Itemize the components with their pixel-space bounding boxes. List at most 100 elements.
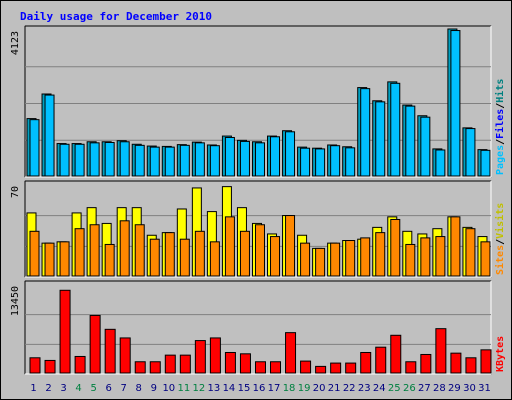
x-tick-label-day-24: 24 xyxy=(373,383,386,394)
bar-kbytes-day-18 xyxy=(285,332,297,374)
bar-sites-day-14 xyxy=(224,216,235,277)
bar-kbytes-day-30 xyxy=(465,357,477,374)
bar-sites-day-1 xyxy=(29,230,40,277)
bar-kbytes-day-16 xyxy=(254,361,266,374)
bar-kbytes-day-25 xyxy=(390,334,402,374)
bar-kbytes-day-2 xyxy=(44,359,56,374)
bar-sites-day-4 xyxy=(74,228,85,277)
x-tick-label-day-1: 1 xyxy=(30,383,36,394)
x-tick-label-day-21: 21 xyxy=(328,383,341,394)
bar-kbytes-day-3 xyxy=(59,289,71,374)
bar-sites-day-11 xyxy=(179,238,190,277)
bar-sites-day-31 xyxy=(480,241,491,277)
series-pages xyxy=(29,30,491,177)
bar-pages-day-25 xyxy=(390,82,401,177)
bar-pages-day-1 xyxy=(29,119,40,177)
legend-item: Visits xyxy=(494,203,506,239)
series-kbytes xyxy=(29,289,492,374)
x-tick-label-day-8: 8 xyxy=(136,383,142,394)
bar-kbytes-day-21 xyxy=(330,362,342,374)
bar-pages-day-29 xyxy=(450,30,461,177)
x-tick-label-day-14: 14 xyxy=(223,383,236,394)
bar-pages-day-23 xyxy=(360,88,371,177)
series-sites xyxy=(29,215,491,277)
x-tick-label-day-3: 3 xyxy=(60,383,66,394)
bar-sites-day-17 xyxy=(270,236,281,277)
legend-hits-files-pages: Pages/Files/Hits xyxy=(494,79,506,175)
panel-hits-files-pages: 4123 Pages/Files/Hits xyxy=(10,25,506,178)
x-tick-label-day-22: 22 xyxy=(343,383,356,394)
bar-sites-day-30 xyxy=(465,228,476,277)
bar-sites-day-26 xyxy=(405,243,416,277)
bar-sites-day-22 xyxy=(345,240,356,277)
legend-item: Hits xyxy=(494,79,506,103)
bar-pages-day-13 xyxy=(209,145,220,177)
bar-pages-day-19 xyxy=(300,147,311,177)
x-tick-label-day-5: 5 xyxy=(90,383,96,394)
bar-sites-day-24 xyxy=(375,232,386,277)
bar-kbytes-day-27 xyxy=(420,353,432,374)
bar-kbytes-day-23 xyxy=(360,351,372,374)
x-tick-label-day-16: 16 xyxy=(253,383,266,394)
bar-kbytes-day-19 xyxy=(300,360,312,374)
bar-pages-day-9 xyxy=(149,146,160,177)
bar-sites-day-23 xyxy=(360,237,371,277)
bar-kbytes-day-31 xyxy=(480,349,492,374)
legend-item: Sites xyxy=(494,245,506,275)
x-tick-label-day-6: 6 xyxy=(105,383,111,394)
bar-pages-day-15 xyxy=(239,140,250,177)
bar-sites-day-19 xyxy=(300,242,311,277)
bar-kbytes-day-5 xyxy=(89,314,101,374)
bar-sites-day-25 xyxy=(390,218,401,277)
bar-pages-day-17 xyxy=(270,136,281,177)
x-axis-labels: 1 2 3 4 5 6 7 8 9 10 11 12 13 14 15 16 17 18 19 20 21 22 23 24 2… xyxy=(30,383,491,394)
bar-pages-day-11 xyxy=(179,144,190,177)
x-tick-label-day-19: 19 xyxy=(298,383,311,394)
x-tick-label-day-30: 30 xyxy=(463,383,476,394)
bar-sites-day-13 xyxy=(209,241,220,277)
bar-pages-day-26 xyxy=(405,105,416,177)
bar-sites-day-10 xyxy=(164,232,175,277)
bar-pages-day-6 xyxy=(104,141,115,177)
bar-sites-day-18 xyxy=(285,215,296,277)
bar-sites-day-12 xyxy=(194,230,205,277)
bar-sites-day-15 xyxy=(239,230,250,277)
bar-kbytes-day-10 xyxy=(164,354,176,374)
chart-title: Daily usage for December 2010 xyxy=(20,10,212,23)
bar-sites-day-2 xyxy=(44,242,55,277)
bar-sites-day-16 xyxy=(254,224,265,277)
bar-pages-day-18 xyxy=(285,131,296,177)
x-tick-label-day-12: 12 xyxy=(193,383,206,394)
x-tick-label-day-28: 28 xyxy=(433,383,446,394)
bar-sites-day-21 xyxy=(330,242,341,277)
x-tick-label-day-9: 9 xyxy=(151,383,157,394)
panel-kbytes: 13450 KBytes xyxy=(10,280,506,375)
bar-kbytes-day-28 xyxy=(435,328,447,374)
bar-pages-day-21 xyxy=(330,145,341,177)
x-tick-label-day-10: 10 xyxy=(162,383,175,394)
bar-kbytes-day-9 xyxy=(149,361,161,374)
x-tick-label-day-27: 27 xyxy=(418,383,431,394)
legend-kbytes: KBytes xyxy=(495,336,506,372)
bar-kbytes-day-17 xyxy=(270,361,282,374)
bar-pages-day-22 xyxy=(345,147,356,177)
bar-kbytes-day-15 xyxy=(239,353,251,374)
bar-kbytes-day-13 xyxy=(209,337,221,374)
bar-pages-day-31 xyxy=(480,149,491,177)
x-tick-label-day-23: 23 xyxy=(358,383,371,394)
x-tick-label-day-26: 26 xyxy=(403,383,416,394)
bar-sites-day-29 xyxy=(450,216,461,277)
bar-sites-day-7 xyxy=(119,220,130,277)
x-tick-label-day-17: 17 xyxy=(268,383,281,394)
bar-pages-day-28 xyxy=(435,149,446,177)
legend-item: Pages xyxy=(495,145,506,175)
x-tick-label-day-2: 2 xyxy=(45,383,51,394)
bar-pages-day-12 xyxy=(194,142,205,177)
bar-pages-day-7 xyxy=(119,141,130,177)
bar-kbytes-day-7 xyxy=(119,337,131,374)
y-max-label-hits-files-pages: 4123 xyxy=(10,31,21,55)
panel-visits-sites: 70 Sites/Visits xyxy=(10,180,506,278)
bar-pages-day-14 xyxy=(224,136,235,177)
x-tick-label-day-7: 7 xyxy=(121,383,127,394)
